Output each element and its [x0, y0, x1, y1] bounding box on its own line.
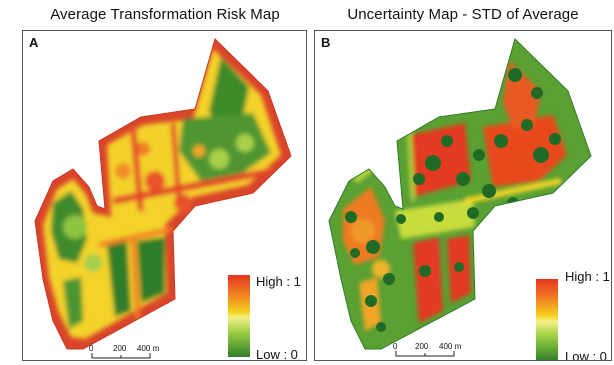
uncertainty-map-b	[328, 38, 592, 350]
legend-low-b: Low : 0	[565, 349, 607, 361]
panel-b-letter: B	[321, 35, 331, 50]
scale-mid-b: 200	[415, 342, 429, 351]
scale-mid-a: 200	[113, 344, 127, 353]
scale-zero-b: 0	[393, 342, 398, 351]
scale-zero-a: 0	[89, 344, 94, 353]
panel-a-map: A	[22, 30, 307, 361]
legend-high-a: High : 1	[256, 274, 301, 289]
legend-colorbar-a	[228, 275, 250, 357]
panel-b-map: B	[314, 30, 612, 361]
scale-end-a: 400 m	[137, 344, 160, 353]
scale-end-b: 400 m	[439, 342, 462, 351]
panel-b-title: Uncertainty Map - STD of Average	[347, 6, 579, 23]
panel-a-letter: A	[29, 35, 39, 50]
panel-a-title: Average Transformation Risk Map	[50, 6, 280, 23]
risk-map-a	[34, 38, 292, 350]
legend-high-b: High : 1	[565, 269, 610, 284]
scale-bar-a	[91, 353, 151, 359]
scale-bar-b	[395, 351, 455, 357]
legend-colorbar-b	[536, 279, 558, 360]
legend-low-a: Low : 0	[256, 347, 298, 361]
